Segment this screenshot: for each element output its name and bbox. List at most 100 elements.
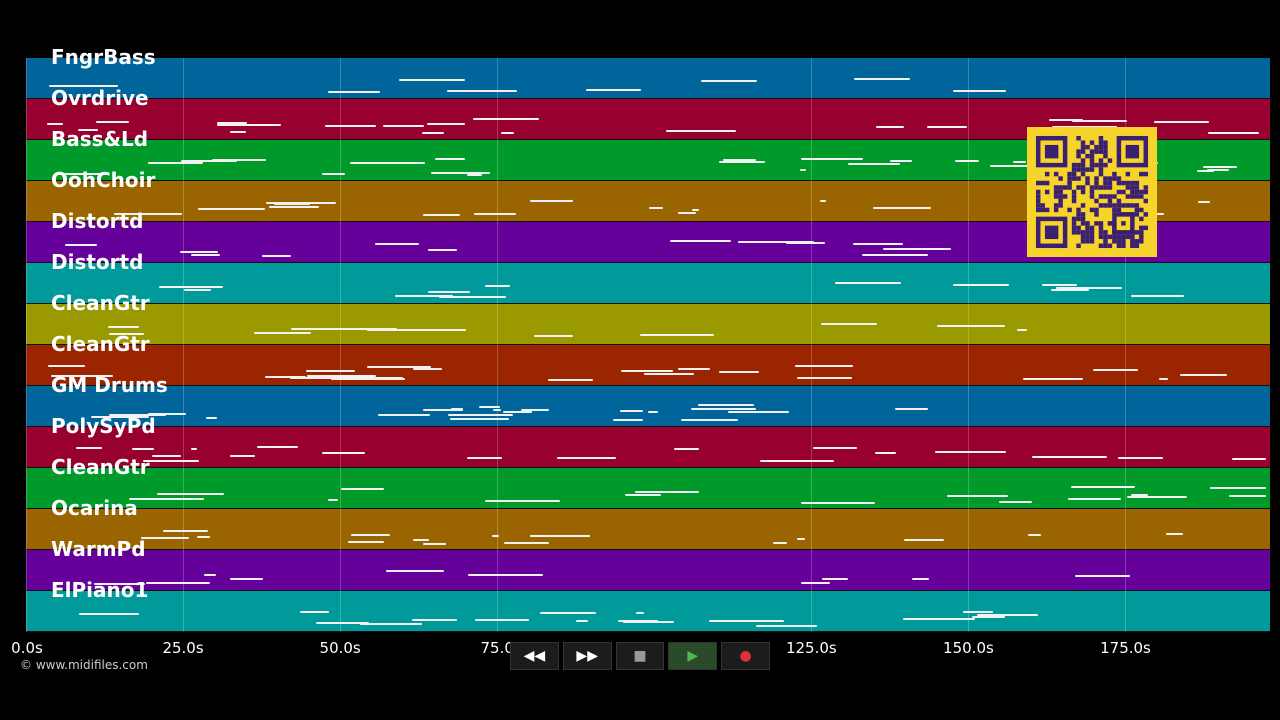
midi-note — [157, 493, 224, 496]
midi-note — [835, 281, 902, 284]
gridline — [497, 58, 499, 632]
midi-note — [1118, 456, 1164, 459]
midi-note — [1165, 533, 1183, 536]
midi-note — [197, 536, 210, 539]
midi-note — [367, 366, 431, 369]
midi-note — [386, 569, 444, 572]
midi-note — [474, 619, 530, 622]
midi-note — [493, 409, 501, 412]
midi-note — [618, 620, 659, 623]
rewind-button[interactable]: ◀◀ — [510, 642, 559, 670]
midi-note — [146, 582, 211, 585]
midi-note — [430, 172, 491, 175]
midi-note — [378, 413, 431, 416]
track-label: Distortd — [51, 209, 144, 233]
midi-note — [256, 445, 298, 448]
midi-note — [946, 494, 1009, 497]
track-label: WarmPd — [51, 537, 146, 561]
midi-note — [1016, 329, 1027, 332]
record-icon: ● — [739, 648, 752, 664]
midi-note — [586, 89, 642, 92]
midi-note — [109, 333, 144, 336]
midi-note — [399, 79, 465, 82]
midi-note — [1231, 457, 1266, 460]
midi-note — [872, 207, 932, 210]
midi-note — [697, 404, 754, 407]
midi-note — [78, 129, 98, 132]
fast-forward-button[interactable]: ▶▶ — [562, 642, 612, 670]
midi-note — [820, 200, 827, 203]
copyright-text: © www.midifiles.com — [20, 658, 148, 672]
midi-note — [325, 125, 377, 128]
gridline — [811, 58, 813, 632]
midi-note — [51, 375, 114, 378]
midi-note — [474, 212, 516, 215]
midi-note — [211, 159, 266, 162]
record-button[interactable]: ● — [721, 642, 770, 670]
midi-note — [673, 447, 700, 450]
midi-note — [972, 615, 1006, 618]
midi-note — [395, 295, 454, 298]
track-label: Distortd — [51, 250, 144, 274]
midi-note — [439, 295, 507, 298]
midi-note — [1158, 378, 1169, 381]
midi-note — [977, 613, 1038, 616]
midi-note — [204, 574, 216, 577]
midi-note — [1198, 200, 1211, 203]
midi-note — [1051, 125, 1117, 128]
midi-note — [773, 542, 788, 545]
midi-note — [786, 242, 825, 245]
midi-note — [427, 123, 466, 126]
midi-note — [903, 617, 975, 620]
midi-note — [575, 620, 588, 623]
midi-note — [756, 624, 818, 627]
midi-note — [708, 620, 784, 623]
midi-note — [820, 322, 877, 325]
track-label: ElPiano1 — [51, 578, 149, 602]
midi-note — [547, 378, 593, 381]
midi-note — [269, 205, 320, 208]
midi-note — [1067, 498, 1122, 501]
midi-note — [622, 621, 675, 624]
midi-note — [912, 577, 929, 580]
midi-note — [759, 460, 835, 463]
midi-note — [678, 211, 696, 214]
qr-code-icon — [1027, 127, 1157, 257]
axis-tick-label: 150.0s — [943, 639, 994, 657]
midi-note — [503, 542, 549, 545]
track-lane — [26, 386, 1270, 427]
track-label: GM Drums — [51, 373, 168, 397]
midi-note — [875, 452, 896, 455]
midi-note — [801, 582, 830, 585]
gridline — [183, 58, 185, 632]
midi-note — [184, 289, 212, 292]
midi-note — [999, 501, 1032, 504]
midi-note — [1130, 295, 1185, 298]
midi-note — [530, 200, 573, 203]
midi-note — [47, 365, 85, 368]
stop-button[interactable]: ■ — [615, 642, 665, 670]
midi-note — [1048, 118, 1083, 121]
midi-note — [151, 455, 181, 458]
axis-tick-label: 0.0s — [11, 639, 43, 657]
midi-note — [76, 447, 103, 450]
midi-note — [1203, 166, 1238, 169]
midi-note — [800, 501, 876, 504]
midi-note — [953, 284, 1009, 287]
transport-controls: ◀◀ ▶▶ ■ ▶ ● — [510, 642, 770, 670]
play-icon: ▶ — [687, 648, 699, 664]
stop-icon: ■ — [633, 648, 647, 664]
midi-note — [316, 621, 370, 624]
track-lane — [26, 591, 1270, 632]
midi-note — [484, 284, 511, 287]
track-lane — [26, 509, 1270, 550]
midi-note — [427, 249, 457, 252]
midi-note — [1056, 286, 1122, 289]
play-button[interactable]: ▶ — [668, 642, 718, 670]
midi-note — [299, 610, 330, 613]
midi-note — [719, 160, 765, 163]
track-lane — [26, 427, 1270, 468]
midi-note — [502, 411, 533, 414]
midi-note — [1209, 487, 1266, 490]
midi-note — [217, 121, 248, 124]
